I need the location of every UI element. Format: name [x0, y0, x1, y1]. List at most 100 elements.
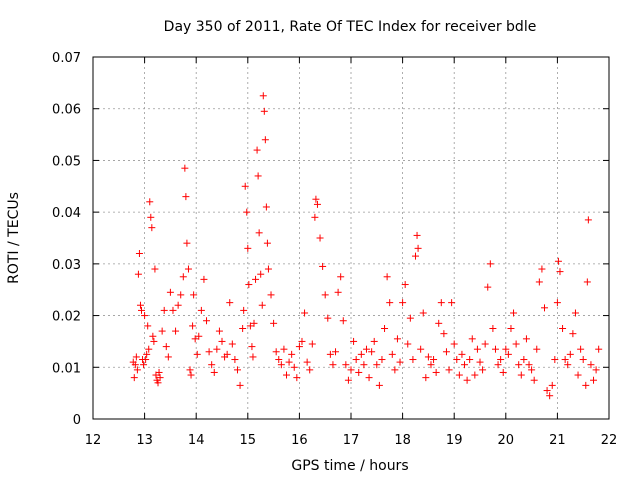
- data-point: [218, 337, 226, 345]
- data-point: [131, 361, 139, 369]
- data-point: [334, 288, 342, 296]
- data-point: [559, 325, 567, 332]
- data-point: [132, 353, 140, 361]
- data-point: [347, 366, 355, 374]
- data-point: [450, 340, 458, 348]
- data-point: [182, 193, 190, 201]
- data-point: [184, 265, 192, 273]
- data-point: [339, 317, 347, 325]
- data-point: [290, 363, 298, 371]
- x-tick-label: 14: [188, 433, 205, 448]
- data-point: [481, 340, 489, 348]
- data-point: [326, 350, 334, 358]
- data-point: [254, 172, 262, 180]
- data-point: [321, 291, 329, 299]
- data-point: [579, 356, 587, 364]
- data-point: [491, 345, 499, 353]
- data-point: [255, 229, 263, 237]
- data-point: [246, 322, 254, 330]
- data-point: [332, 348, 340, 356]
- y-tick-label: 0.07: [52, 51, 81, 66]
- x-tick-label: 21: [549, 433, 566, 448]
- data-point: [401, 281, 409, 289]
- data-point: [517, 371, 525, 379]
- data-point: [197, 306, 205, 314]
- data-point: [288, 350, 296, 358]
- data-point: [445, 366, 453, 374]
- data-point: [388, 350, 396, 358]
- data-point: [365, 374, 373, 382]
- data-point: [181, 164, 189, 172]
- data-point: [215, 327, 223, 335]
- data-point: [190, 291, 198, 299]
- data-point: [530, 376, 538, 384]
- data-point: [205, 348, 213, 356]
- data-point: [143, 350, 151, 358]
- x-tick-label: 18: [394, 433, 411, 448]
- data-point: [476, 358, 484, 366]
- data-point: [263, 239, 271, 247]
- data-point: [543, 387, 551, 395]
- data-point: [135, 250, 143, 258]
- data-point: [311, 213, 319, 221]
- data-point: [357, 350, 365, 358]
- data-point: [507, 325, 515, 332]
- data-point: [396, 358, 404, 366]
- data-point: [458, 350, 466, 358]
- x-axis-label: GPS time / hours: [291, 458, 408, 474]
- data-point: [430, 356, 438, 364]
- data-point: [257, 270, 265, 278]
- data-point: [172, 327, 180, 335]
- data-point: [538, 265, 546, 273]
- data-point: [355, 368, 363, 376]
- data-point: [308, 340, 316, 348]
- data-point: [210, 368, 218, 376]
- data-point: [133, 366, 141, 374]
- data-point: [223, 350, 231, 358]
- data-point: [240, 306, 248, 314]
- data-point: [551, 356, 559, 364]
- data-point: [285, 358, 293, 366]
- data-point: [461, 361, 469, 369]
- data-point: [422, 374, 430, 382]
- data-point: [295, 343, 303, 351]
- data-point: [208, 361, 216, 369]
- data-point: [497, 356, 505, 364]
- data-point: [571, 309, 579, 317]
- data-point: [592, 366, 600, 374]
- data-point: [186, 366, 194, 374]
- data-point: [183, 239, 191, 247]
- data-point: [424, 353, 432, 361]
- data-point: [262, 203, 270, 211]
- data-point: [241, 182, 249, 190]
- data-point: [277, 361, 285, 369]
- data-point: [525, 361, 533, 369]
- data-point: [141, 312, 149, 320]
- data-point: [412, 252, 419, 260]
- data-point: [499, 368, 507, 376]
- data-point: [569, 330, 577, 338]
- data-point: [160, 306, 168, 314]
- data-point: [174, 301, 182, 309]
- data-point: [468, 335, 476, 343]
- data-point: [587, 361, 595, 369]
- data-point: [535, 278, 543, 286]
- data-point: [553, 299, 561, 307]
- data-point: [440, 330, 448, 338]
- data-point: [245, 281, 253, 289]
- x-tick-label: 17: [343, 433, 360, 448]
- data-point: [350, 337, 358, 345]
- y-tick-label: 0.02: [52, 310, 81, 325]
- data-point: [554, 257, 562, 265]
- y-tick-label: 0.04: [52, 206, 81, 221]
- data-point: [249, 353, 257, 361]
- grid-layer: [93, 57, 609, 419]
- axis-layer: 12 13 14 15 16 17 18 19 20 21 22 0 0.01 0.02 0.03 0.04 0…: [52, 51, 617, 448]
- data-point: [149, 332, 157, 340]
- data-point: [231, 356, 239, 364]
- x-tick-label: 16: [291, 433, 308, 448]
- data-point: [258, 301, 266, 309]
- data-point: [561, 356, 569, 364]
- data-point: [409, 356, 417, 364]
- data-point: [316, 234, 324, 242]
